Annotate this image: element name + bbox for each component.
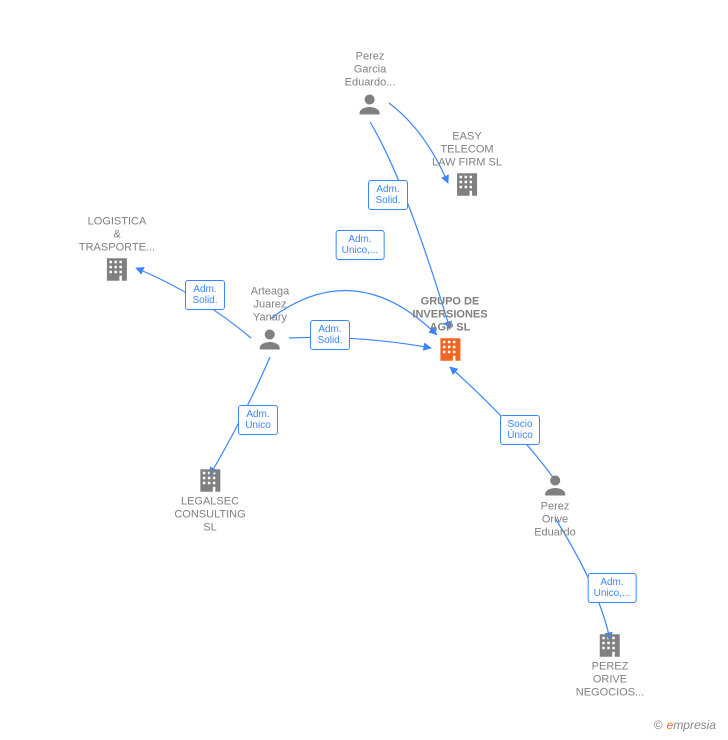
edge-label: Adm.Unico,... bbox=[588, 573, 637, 603]
edge-label: Adm.Unico bbox=[238, 405, 278, 435]
node-label: LEGALSECCONSULTINGSL bbox=[174, 496, 245, 535]
node-grupo[interactable]: GRUPO DEINVERSIONESAGP SL bbox=[412, 296, 487, 365]
node-arteaga[interactable]: ArteagaJuarezYanary bbox=[251, 286, 290, 355]
node-label: GRUPO DEINVERSIONESAGP SL bbox=[412, 296, 487, 335]
footer-credit: ©empresia bbox=[654, 718, 716, 732]
node-label: PerezGarciaEduardo... bbox=[345, 51, 396, 90]
edge-label: Adm.Solid. bbox=[310, 320, 350, 350]
edge-label: Adm.Solid. bbox=[368, 180, 408, 210]
node-label: PEREZORIVENEGOCIOS... bbox=[576, 661, 644, 700]
node-label: LOGISTICA&TRASPORTE... bbox=[79, 216, 155, 255]
node-easy_telecom[interactable]: EASYTELECOMLAW FIRM SL bbox=[432, 131, 502, 200]
node-perez_orive_neg[interactable]: PEREZORIVENEGOCIOS... bbox=[576, 631, 644, 700]
node-perez_orive[interactable]: PerezOriveEduardo bbox=[534, 471, 576, 540]
edge-label: Adm.Solid. bbox=[185, 280, 225, 310]
node-label: EASYTELECOMLAW FIRM SL bbox=[432, 131, 502, 170]
node-label: ArteagaJuarezYanary bbox=[251, 286, 290, 325]
node-logistica[interactable]: LOGISTICA&TRASPORTE... bbox=[79, 216, 155, 285]
node-label: PerezOriveEduardo bbox=[534, 501, 576, 540]
node-legalsec[interactable]: LEGALSECCONSULTINGSL bbox=[174, 466, 245, 535]
node-perez_garcia[interactable]: PerezGarciaEduardo... bbox=[345, 51, 396, 120]
edge-label: SocioÚnico bbox=[500, 415, 540, 445]
edge-label: Adm.Unico,... bbox=[336, 230, 385, 260]
